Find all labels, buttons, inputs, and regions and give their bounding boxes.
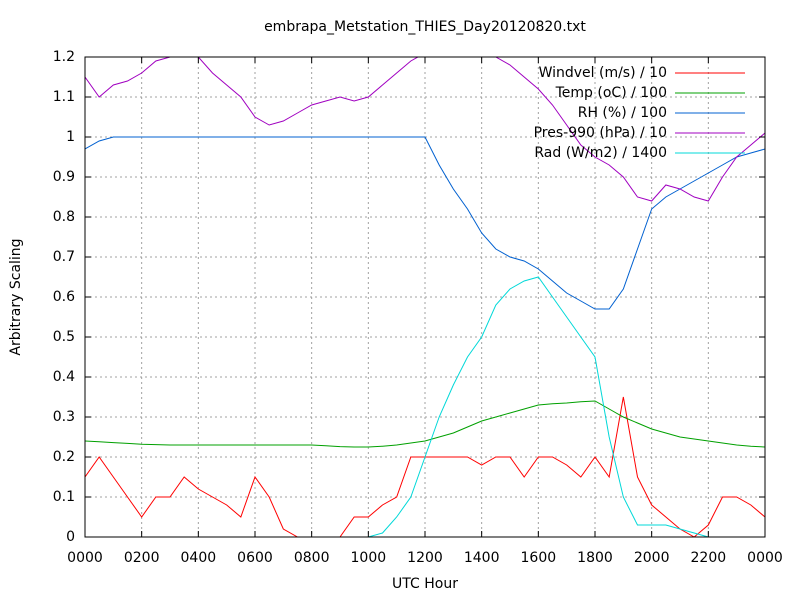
y-tick-label: 0.6 (53, 289, 75, 305)
series-line (85, 400, 765, 448)
legend-label: Windvel (m/s) / 10 (539, 65, 667, 81)
y-axis-label: Arbitrary Scaling (8, 238, 24, 355)
y-tick-label: 0.4 (53, 369, 75, 385)
x-tick-label: 1200 (407, 550, 443, 566)
y-tick-label: 0.5 (53, 329, 75, 345)
x-tick-label: 0800 (294, 550, 330, 566)
plot-lines (85, 57, 765, 537)
x-axis-label: UTC Hour (392, 576, 458, 592)
x-tick-label: 0200 (124, 550, 160, 566)
legend: Windvel (m/s) / 10 Temp (oC) / 100 RH (%) … (534, 65, 745, 161)
x-tick-label: 0000 (747, 550, 783, 566)
y-tick-label: 1.2 (53, 49, 75, 65)
series-line (85, 276, 765, 537)
y-tick-label: 0.2 (53, 449, 75, 465)
x-tick-label: 1000 (351, 550, 387, 566)
y-tick-label: 0 (66, 529, 75, 545)
legend-label: Pres-990 (hPa) / 10 (534, 125, 667, 141)
x-tick-label: 1800 (577, 550, 613, 566)
x-tick-label: 1400 (464, 550, 500, 566)
x-tick-label: 1600 (521, 550, 557, 566)
y-tick-label: 0.8 (53, 209, 75, 225)
x-tick-label: 2000 (634, 550, 670, 566)
y-tick-label: 1.1 (53, 89, 75, 105)
y-tick-label: 0.3 (53, 409, 75, 425)
x-tick-label: 0400 (181, 550, 217, 566)
legend-label: Rad (W/m2) / 1400 (534, 145, 667, 161)
y-tick-label: 1 (66, 129, 75, 145)
series-line (85, 57, 765, 202)
x-tick-label: 2200 (691, 550, 727, 566)
legend-label: RH (%) / 100 (578, 105, 667, 121)
x-tick-label: 0000 (67, 550, 103, 566)
y-tick-label: 0.7 (53, 249, 75, 265)
legend-label: Temp (oC) / 100 (555, 85, 667, 101)
y-tick-label: 0.1 (53, 489, 75, 505)
chart-title: embrapa_Metstation_THIES_Day20120820.txt (264, 19, 586, 35)
series-line (85, 136, 765, 310)
x-tick-label: 0600 (237, 550, 273, 566)
y-tick-label: 0.9 (53, 169, 75, 185)
